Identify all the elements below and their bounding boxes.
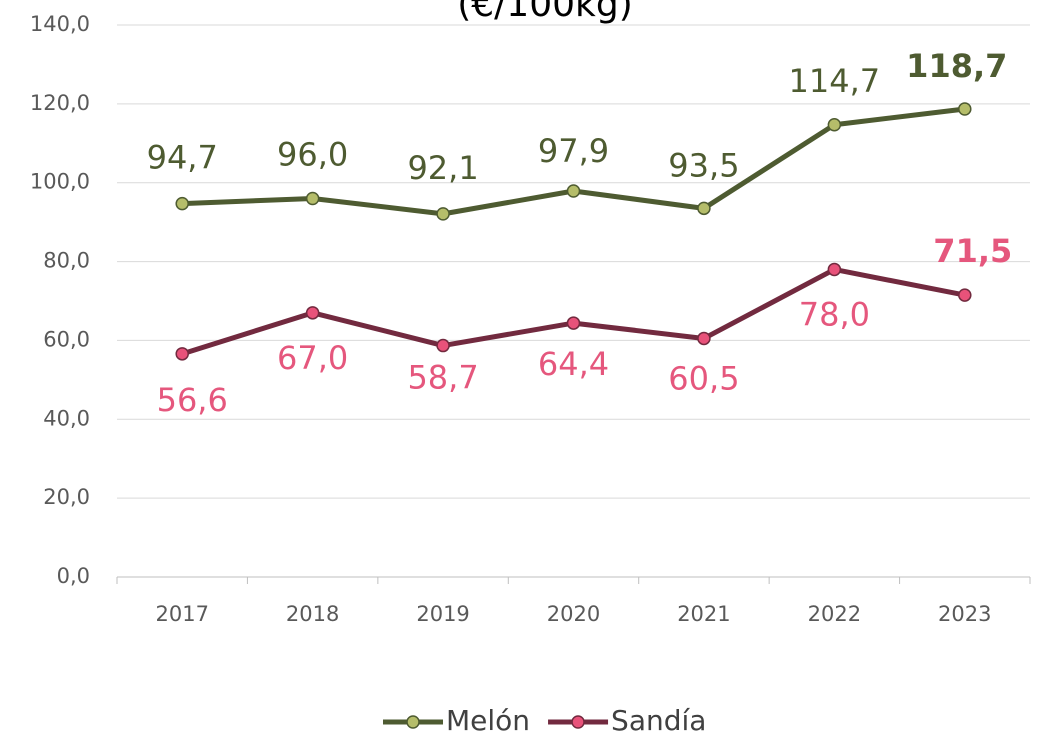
y-tick-label: 100,0	[30, 170, 90, 194]
marker	[305, 191, 320, 206]
x-tick-label: 2019	[416, 602, 469, 626]
data-label: 96,0	[277, 135, 348, 173]
data-label: 92,1	[407, 149, 478, 187]
data-label: 56,6	[157, 381, 228, 419]
y-tick-label: 0,0	[57, 564, 90, 588]
marker	[566, 184, 581, 198]
y-tick-label: 20,0	[43, 485, 90, 509]
data-label: 94,7	[147, 139, 218, 177]
x-tick-label: 2018	[286, 602, 339, 626]
legend-label: Melón	[446, 704, 530, 736]
y-tick-label: 60,0	[43, 327, 90, 351]
marker	[827, 118, 842, 132]
marker	[175, 196, 189, 211]
x-tick-label: 2020	[547, 602, 600, 626]
data-label: 114,7	[789, 62, 881, 100]
x-tick-label: 2017	[155, 602, 208, 626]
y-tick-label: 140,0	[30, 12, 90, 36]
marker	[566, 316, 581, 330]
data-label: 60,5	[668, 359, 739, 397]
y-tick-label: 120,0	[30, 91, 90, 115]
x-tick-label: 2022	[808, 602, 861, 626]
data-label: 64,4	[538, 345, 609, 383]
data-label: 78,0	[799, 295, 870, 333]
marker	[305, 306, 320, 320]
data-label: 71,5	[933, 232, 1012, 270]
data-label: 58,7	[407, 359, 478, 397]
data-label: 97,9	[538, 132, 609, 170]
y-tick-label: 80,0	[43, 249, 90, 273]
y-tick-label: 40,0	[43, 406, 90, 430]
data-label: 118,7	[906, 47, 1007, 85]
legend-marker	[571, 715, 585, 729]
marker	[958, 102, 972, 116]
marker	[827, 262, 842, 277]
chart-title: (€/100kg)	[457, 0, 633, 25]
marker	[958, 288, 972, 302]
marker	[697, 331, 711, 346]
marker	[436, 338, 450, 353]
marker	[436, 207, 450, 221]
legend-marker	[406, 715, 420, 729]
x-tick-label: 2023	[938, 602, 991, 626]
data-label: 93,5	[668, 146, 739, 184]
x-tick-label: 2021	[677, 602, 730, 626]
legend-label: Sandía	[611, 704, 706, 736]
marker	[697, 201, 711, 216]
marker	[175, 347, 189, 361]
data-label: 67,0	[277, 339, 348, 377]
